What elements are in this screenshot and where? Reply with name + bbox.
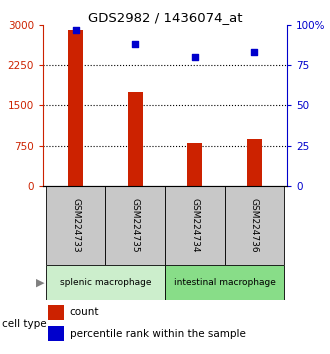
Text: GSM224736: GSM224736 — [250, 198, 259, 252]
Title: GDS2982 / 1436074_at: GDS2982 / 1436074_at — [88, 11, 242, 24]
Bar — [247, 139, 262, 186]
Bar — [187, 143, 202, 186]
Text: ▶: ▶ — [36, 278, 44, 287]
Bar — [165, 264, 284, 301]
Text: GSM224733: GSM224733 — [71, 198, 80, 252]
Point — [252, 49, 257, 55]
Point — [192, 54, 197, 60]
Bar — [165, 186, 224, 264]
Bar — [106, 186, 165, 264]
Bar — [68, 30, 83, 186]
Point — [73, 27, 78, 33]
Bar — [46, 264, 165, 301]
Text: cell type: cell type — [2, 319, 46, 329]
Bar — [224, 186, 284, 264]
Text: count: count — [70, 308, 99, 318]
Bar — [46, 186, 106, 264]
Bar — [48, 326, 64, 341]
Text: splenic macrophage: splenic macrophage — [60, 278, 151, 287]
Bar — [48, 305, 64, 320]
Text: GSM224735: GSM224735 — [131, 198, 140, 252]
Point — [133, 41, 138, 47]
Text: intestinal macrophage: intestinal macrophage — [174, 278, 276, 287]
Text: GSM224734: GSM224734 — [190, 198, 199, 252]
Text: percentile rank within the sample: percentile rank within the sample — [70, 329, 246, 339]
Bar — [128, 92, 143, 186]
